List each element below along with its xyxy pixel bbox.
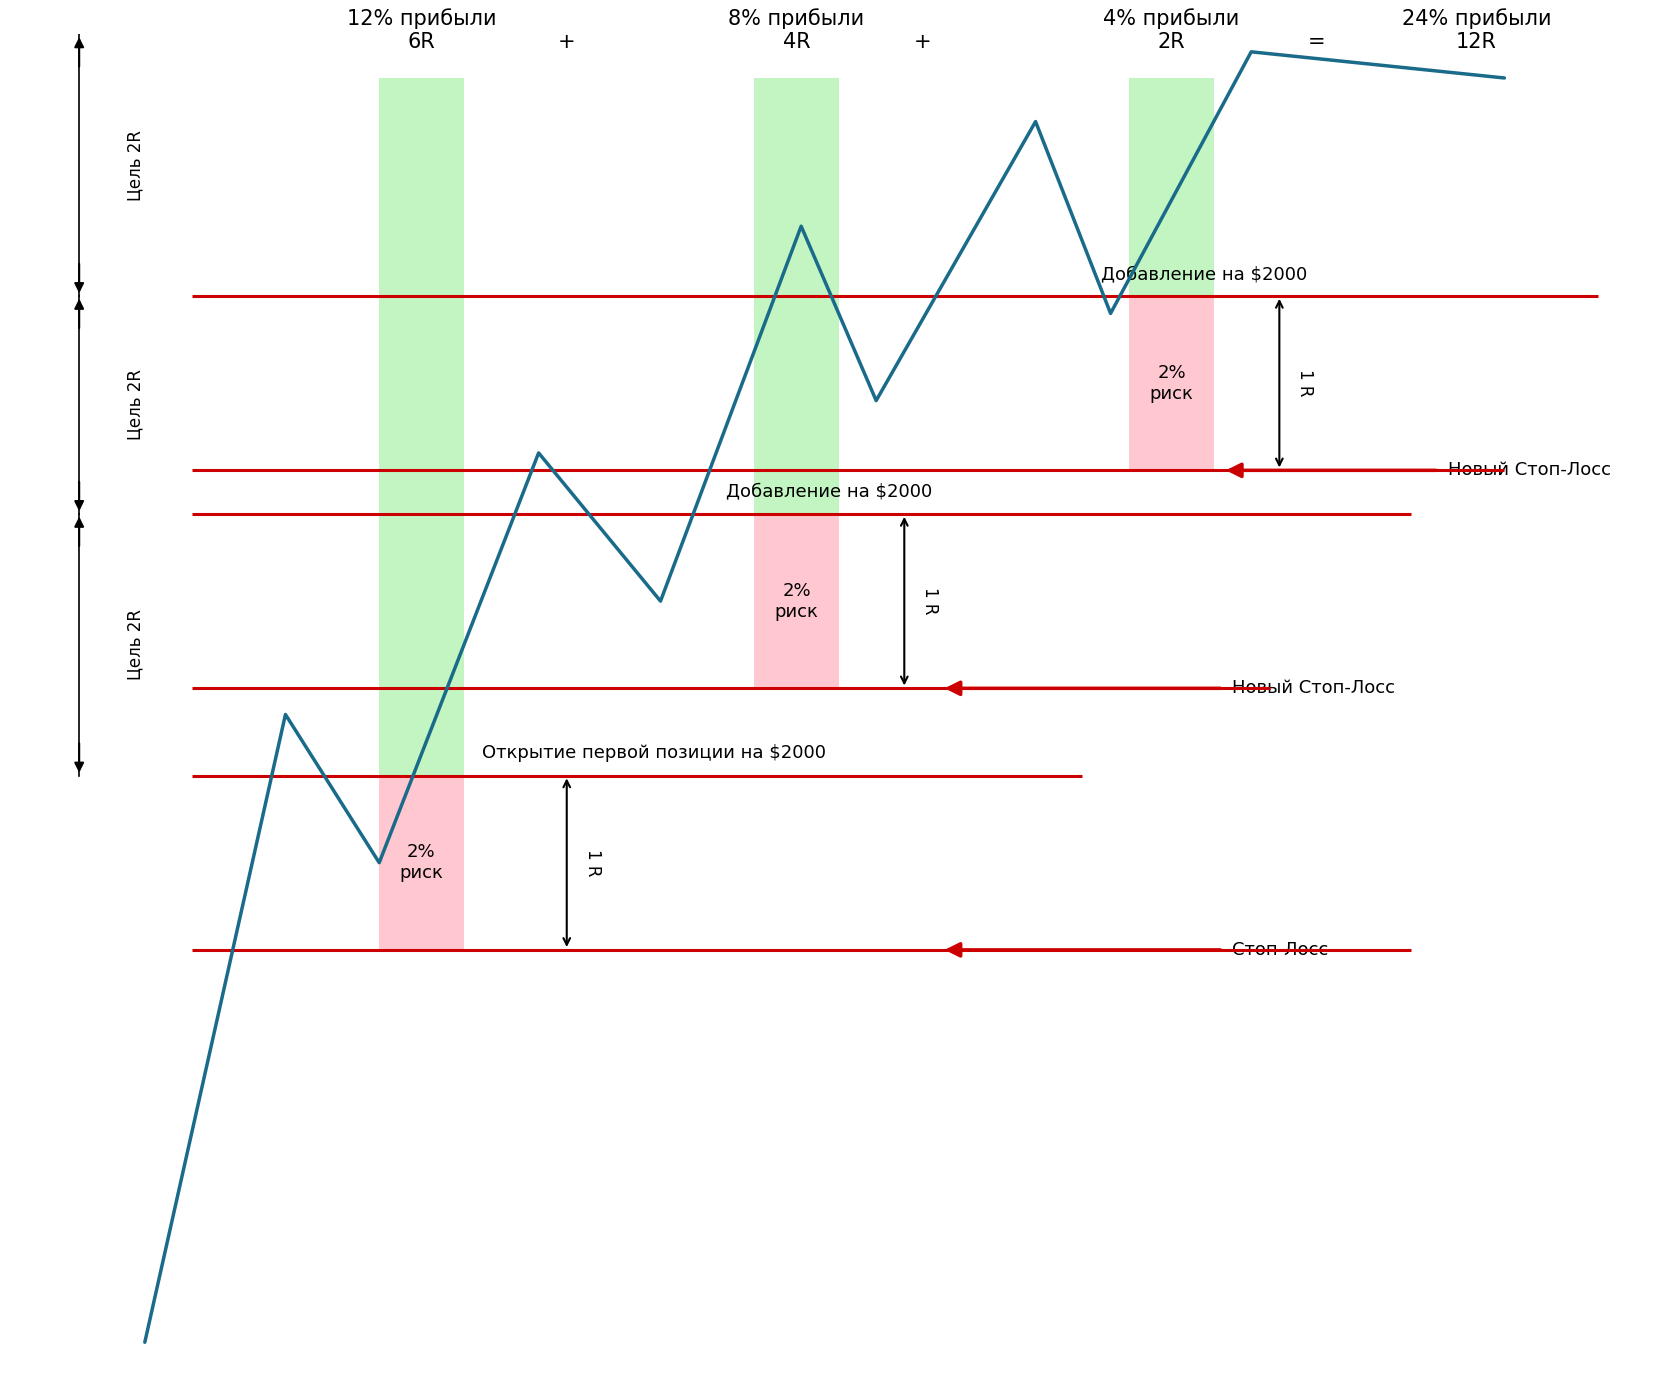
Text: +: + (913, 32, 931, 51)
Bar (754, 514, 838, 688)
Text: Стоп-Лосс: Стоп-Лосс (1231, 941, 1327, 959)
Text: Новый Стоп-Лосс: Новый Стоп-Лосс (1231, 680, 1395, 698)
Text: Цель 2R: Цель 2R (126, 129, 144, 200)
Text: +: + (558, 32, 575, 51)
Text: Цель 2R: Цель 2R (126, 370, 144, 441)
Bar (754, 78, 838, 514)
Text: Добавление на $2000: Добавление на $2000 (726, 482, 931, 500)
Text: 4% прибыли
2R: 4% прибыли 2R (1102, 8, 1239, 51)
Bar (1128, 296, 1213, 470)
Text: 2%
риск: 2% риск (399, 844, 442, 883)
Bar (379, 776, 464, 949)
Text: Цель 2R: Цель 2R (126, 609, 144, 680)
Text: 1 R: 1 R (921, 588, 938, 614)
Text: 12% прибыли
6R: 12% прибыли 6R (346, 8, 495, 51)
Bar (1128, 78, 1213, 296)
Text: 2%
риск: 2% риск (774, 582, 819, 620)
Text: Новый Стоп-Лосс: Новый Стоп-Лосс (1447, 461, 1611, 480)
Text: 24% прибыли
12R: 24% прибыли 12R (1400, 8, 1549, 51)
Text: 2%
риск: 2% риск (1148, 364, 1193, 403)
Text: Добавление на $2000: Добавление на $2000 (1100, 265, 1307, 284)
Text: 8% прибыли
4R: 8% прибыли 4R (727, 8, 863, 51)
Bar (379, 78, 464, 776)
Text: 1 R: 1 R (583, 849, 601, 877)
Text: =: = (1307, 32, 1326, 51)
Text: Открытие первой позиции на $2000: Открытие первой позиции на $2000 (482, 745, 825, 763)
Text: 1 R: 1 R (1296, 370, 1314, 398)
